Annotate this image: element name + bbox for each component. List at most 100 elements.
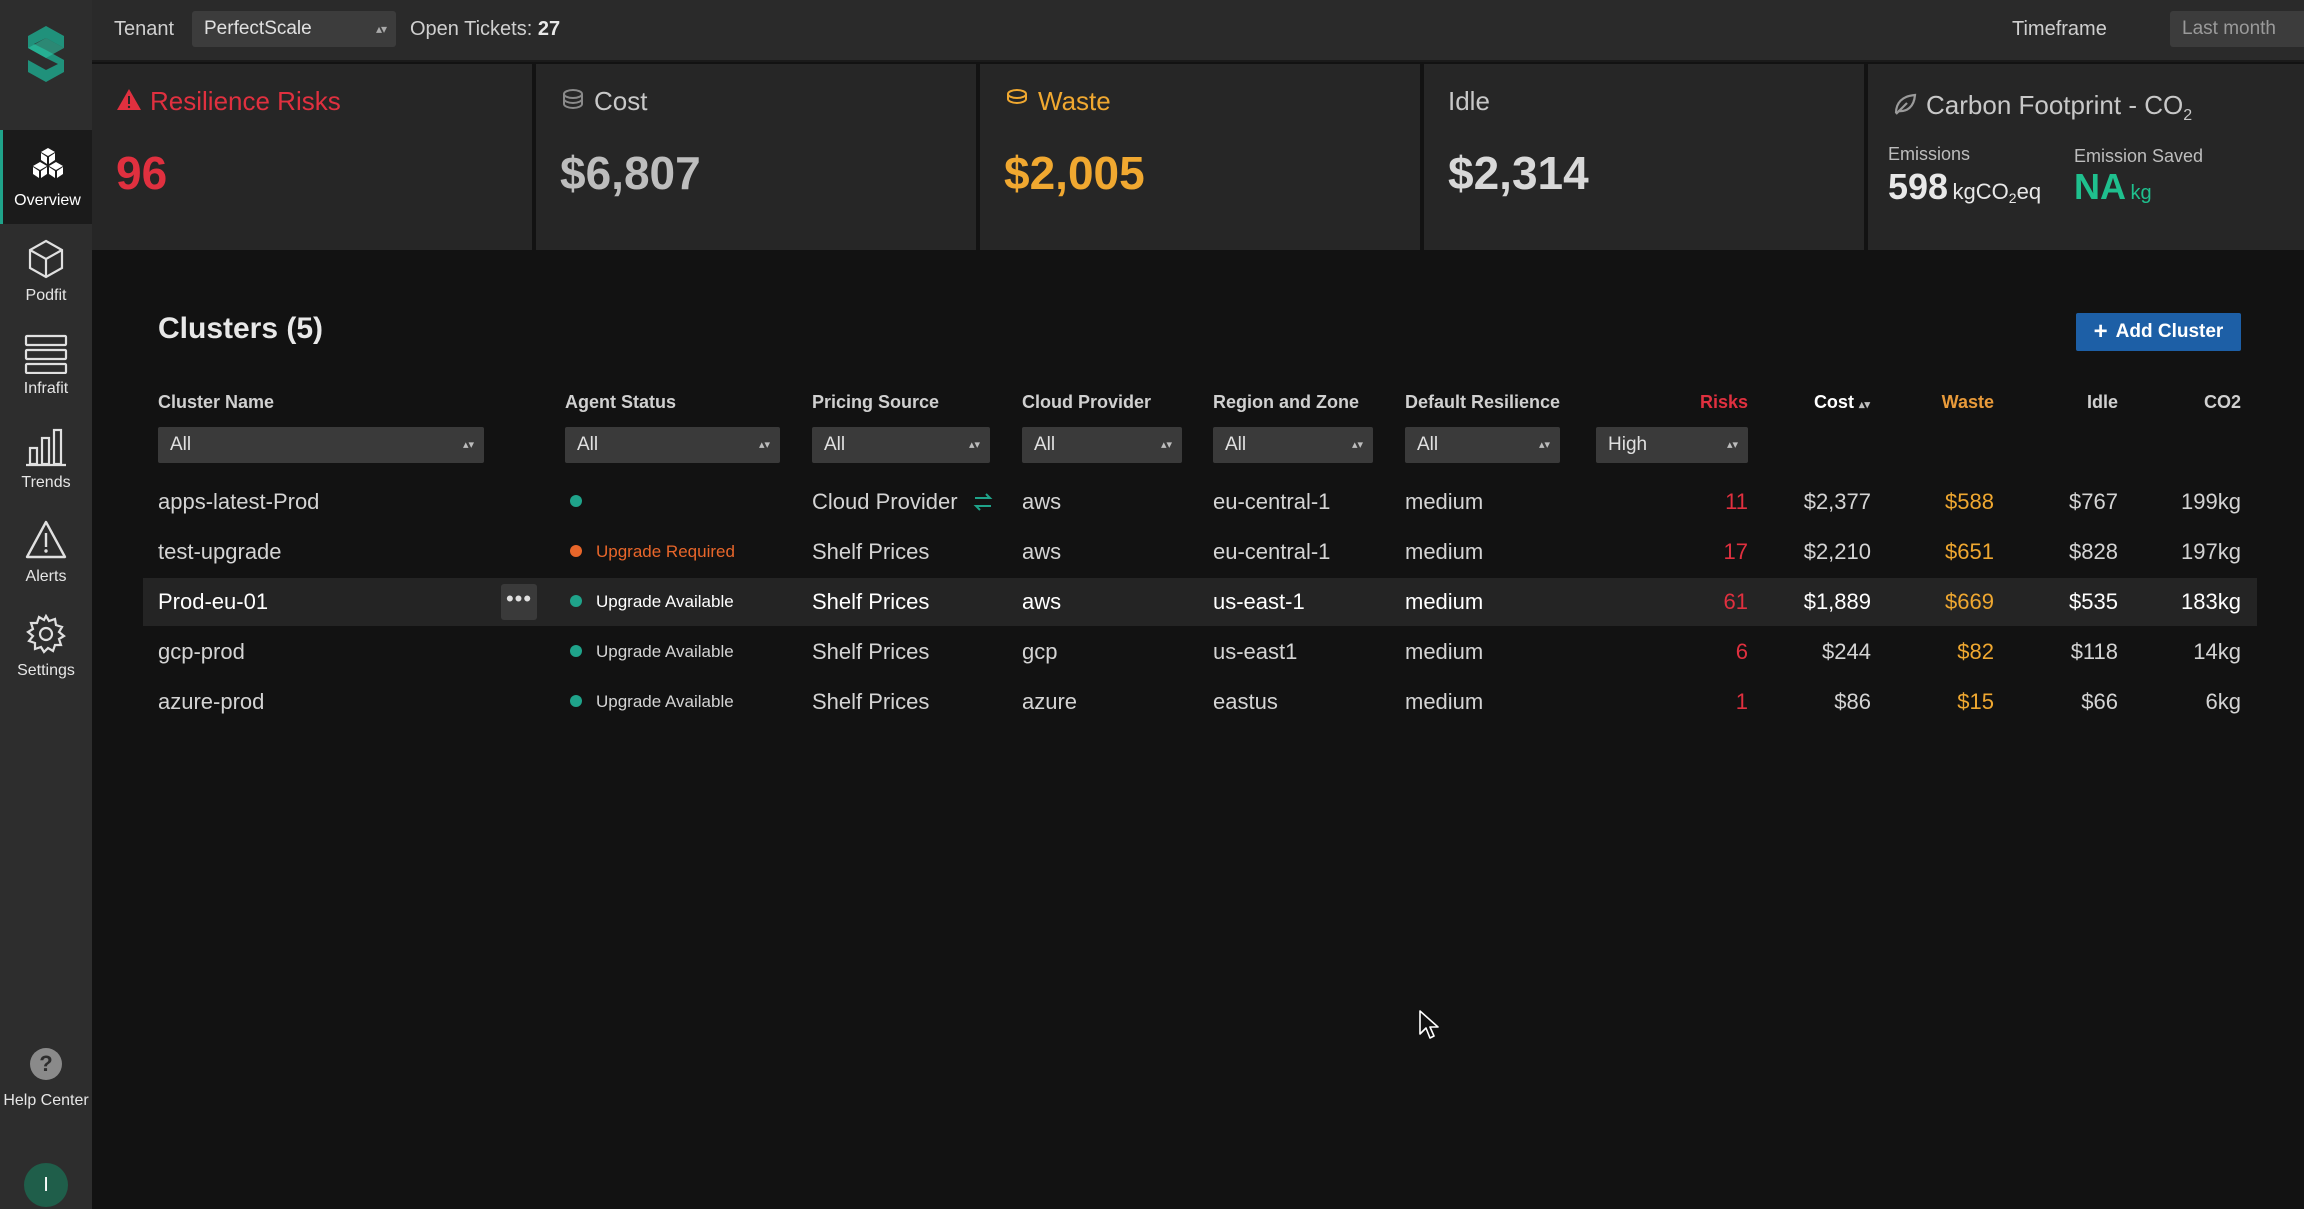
nav-trends[interactable]: Trends [0, 412, 92, 506]
select-arrows-icon: ▴▾ [375, 22, 387, 36]
waste-title: Waste [1004, 86, 1111, 117]
open-tickets-count: 27 [537, 18, 561, 40]
add-cluster-label: Add Cluster [2115, 321, 2224, 342]
cell-pricing-source: Cloud Provider [812, 478, 994, 526]
tenant-select[interactable]: PerfectScale ▴▾ [192, 11, 396, 47]
cell-idle: $767 [2069, 489, 2118, 514]
cell-agent-status: Upgrade Required [570, 528, 735, 576]
resilience-risks-value: 96 [116, 147, 168, 199]
cost-card[interactable]: Cost $6,807 [536, 64, 976, 250]
resilience-risks-card[interactable]: Resilience Risks 96 [92, 64, 532, 250]
table-row[interactable]: Prod-eu-01 ••• Upgrade Available Shelf P… [143, 578, 2257, 626]
filter-agent-status[interactable]: All ▴▾ [565, 427, 780, 463]
filter-region-value: All [1225, 434, 1247, 455]
col-header-region[interactable]: Region and Zone [1213, 392, 1359, 412]
filter-cluster-name[interactable]: All ▴▾ [158, 427, 484, 463]
tenant-select-value: PerfectScale [204, 18, 312, 39]
waste-card[interactable]: Waste $2,005 [980, 64, 1420, 250]
cell-region: eastus [1213, 689, 1278, 714]
filter-pricing-source[interactable]: All ▴▾ [812, 427, 990, 463]
row-more-button[interactable]: ••• [501, 584, 537, 620]
open-tickets-label: Open Tickets: [410, 18, 533, 40]
cell-cost: $2,377 [1803, 489, 1871, 514]
add-cluster-button[interactable]: + Add Cluster [2076, 313, 2241, 351]
filter-region[interactable]: All ▴▾ [1213, 427, 1373, 463]
open-tickets[interactable]: Open Tickets: 27 [410, 18, 560, 41]
carbon-title-sub: 2 [2183, 107, 2193, 125]
cell-idle: $828 [2069, 539, 2118, 564]
col-header-risks[interactable]: Risks [1699, 392, 1748, 412]
nav-settings-label: Settings [17, 662, 75, 679]
warning-icon [117, 89, 141, 110]
bar-chart-icon [26, 428, 66, 467]
filter-cloud-provider-value: All [1034, 434, 1056, 455]
filter-cloud-provider[interactable]: All ▴▾ [1022, 427, 1182, 463]
cell-agent-status-text[interactable]: Upgrade Available [596, 592, 734, 611]
timeframe-select[interactable]: Last month ▴▾ [2170, 11, 2304, 47]
cell-agent-status-text[interactable]: Upgrade Available [596, 692, 734, 711]
col-header-cluster-name[interactable]: Cluster Name [158, 392, 275, 412]
filter-default-resilience-value: All [1417, 434, 1439, 455]
col-header-waste[interactable]: Waste [1941, 392, 1994, 412]
nav-settings[interactable]: Settings [0, 600, 92, 694]
cell-cluster-name[interactable]: gcp-prod [158, 639, 245, 664]
col-header-cost[interactable]: Cost ▴▾ [1760, 392, 1870, 413]
cell-cluster-name[interactable]: azure-prod [158, 689, 265, 714]
idle-card[interactable]: Idle $2,314 [1424, 64, 1864, 250]
carbon-footprint-card[interactable]: Carbon Footprint - CO2 Emissions 598 kgC… [1868, 64, 2304, 250]
cell-pricing-source: Shelf Prices [812, 539, 930, 564]
swap-arrows-icon[interactable] [972, 493, 994, 511]
waste-label: Waste [1038, 86, 1111, 116]
cell-waste: $669 [1945, 589, 1994, 614]
server-icon [24, 334, 68, 374]
sort-icon: ▴▾ [1858, 399, 1870, 411]
col-header-pricing-source[interactable]: Pricing Source [812, 392, 940, 412]
emissions-value-group: 598 kgCO2eq [1888, 166, 2041, 208]
plus-icon: + [2093, 318, 2108, 345]
cell-cloud-provider: aws [1022, 489, 1062, 514]
nav-podfit[interactable]: Podfit [0, 225, 92, 319]
cell-cluster-name[interactable]: test-upgrade [158, 539, 282, 564]
filter-risks[interactable]: High ▴▾ [1596, 427, 1748, 463]
nav-infrafit-label: Infrafit [23, 380, 69, 397]
user-avatar[interactable]: I [24, 1163, 68, 1207]
status-dot-icon [570, 695, 582, 707]
nav-infrafit[interactable]: Infrafit [0, 318, 92, 412]
cell-idle: $535 [2069, 589, 2118, 614]
cell-agent-status-text[interactable]: Upgrade Required [596, 542, 735, 561]
table-row[interactable]: gcp-prod Upgrade Available Shelf Prices … [143, 628, 2257, 676]
cell-co2: 199kg [2181, 489, 2241, 514]
col-header-idle[interactable]: Idle [2086, 392, 2118, 412]
resilience-risks-label: Resilience Risks [150, 86, 341, 116]
select-arrows-icon: ▴▾ [1351, 439, 1363, 451]
cell-cloud-provider: gcp [1022, 639, 1058, 664]
table-row[interactable]: test-upgrade Upgrade Required Shelf Pric… [143, 528, 2257, 576]
nav-overview-label: Overview [14, 192, 81, 209]
cell-cluster-name[interactable]: apps-latest-Prod [158, 489, 320, 514]
timeframe-select-value: Last month [2182, 18, 2276, 39]
nav-overview[interactable]: Overview [0, 130, 92, 224]
coins-stack-icon [563, 89, 583, 110]
nav-help-center[interactable]: ? Help Center [0, 1030, 92, 1124]
emissions-unit: kgCO [1952, 179, 2009, 204]
col-header-co2[interactable]: CO2 [2203, 392, 2241, 412]
sidebar: Overview Podfit Infrafit [0, 0, 92, 1209]
cell-cost: $1,889 [1803, 589, 1871, 614]
col-header-cloud-provider[interactable]: Cloud Provider [1022, 392, 1152, 412]
filter-agent-status-value: All [577, 434, 599, 455]
status-dot-icon [570, 595, 582, 607]
overview-cubes-icon [32, 148, 63, 178]
cost-label: Cost [594, 86, 648, 116]
col-header-agent-status[interactable]: Agent Status [565, 392, 677, 412]
cell-region: eu-central-1 [1213, 539, 1331, 564]
nav-trends-label: Trends [21, 474, 71, 491]
nav-alerts[interactable]: Alerts [0, 506, 92, 600]
cell-agent-status-text[interactable]: Upgrade Available [596, 642, 734, 661]
table-row[interactable]: azure-prod Upgrade Available Shelf Price… [143, 678, 2257, 726]
perfectscale-logo[interactable] [22, 22, 70, 92]
col-header-default-resilience[interactable]: Default Resilience [1405, 392, 1561, 412]
table-row[interactable]: apps-latest-Prod Cloud Provider aws eu-c… [143, 478, 2257, 526]
filter-default-resilience[interactable]: All ▴▾ [1405, 427, 1560, 463]
cell-cluster-name[interactable]: Prod-eu-01 [158, 589, 269, 614]
cell-risks: 17 [1723, 539, 1748, 564]
